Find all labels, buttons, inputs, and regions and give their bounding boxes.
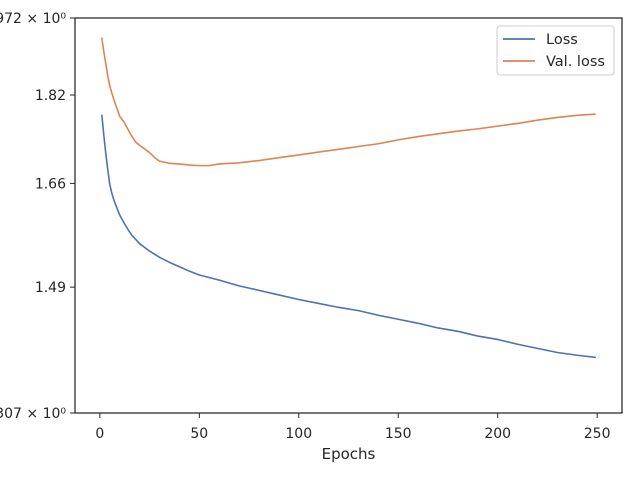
x-tick-label: 50 — [190, 426, 208, 442]
series-layer — [101, 37, 596, 359]
y-tick-label: 1.49 — [35, 280, 66, 296]
legend: Loss Val. loss — [496, 25, 615, 76]
legend-label: Loss — [546, 32, 578, 48]
series-line-val-loss — [101, 37, 596, 167]
legend-label: Val. loss — [546, 54, 605, 70]
plot-background — [75, 18, 622, 413]
y-tick-label: 1.972 × 10⁰ — [0, 11, 66, 27]
x-axis: 0 50 100 150 200 250 — [95, 413, 611, 442]
plot-frame — [74, 17, 623, 414]
x-tick-label: 150 — [385, 426, 412, 442]
y-tick-label: 1.66 — [35, 176, 66, 192]
legend-entries: Loss Val. loss — [503, 32, 605, 70]
x-tick-label: 250 — [584, 426, 611, 442]
x-tick-label: 100 — [285, 426, 312, 442]
y-tick-label: 1.307 × 10⁰ — [0, 406, 66, 422]
series-line-loss — [101, 114, 596, 359]
y-axis: 1.307 × 10⁰ 1.49 1.66 1.82 1.972 × 10⁰ — [0, 11, 75, 422]
x-axis-title: Epochs — [322, 445, 376, 463]
x-tick-label: 200 — [484, 426, 511, 442]
y-tick-label: 1.82 — [35, 88, 66, 104]
x-tick-label: 0 — [95, 426, 104, 442]
